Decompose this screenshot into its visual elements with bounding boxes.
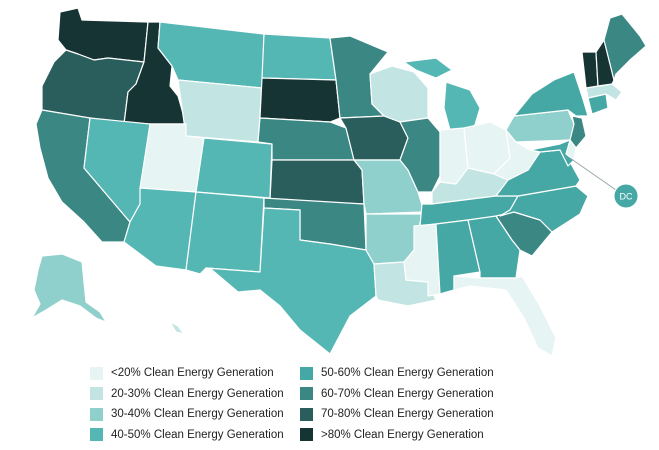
legend-item: 30-40% Clean Energy Generation [90,404,284,425]
state-MT[interactable] [157,21,265,89]
legend-swatch [90,387,103,401]
legend-label: >80% Clean Energy Generation [321,428,484,441]
legend-label: <20% Clean Energy Generation [111,367,274,380]
legend-label: 60-70% Clean Energy Generation [321,387,494,400]
state-NY[interactable] [513,71,589,117]
legend-swatch [300,407,313,421]
legend-column-right: 50-60% Clean Energy Generation 60-70% Cl… [300,363,494,445]
legend-item: 60-70% Clean Energy Generation [300,384,494,405]
state-VT[interactable] [581,51,599,89]
legend-label: 70-80% Clean Energy Generation [321,408,494,421]
legend-label: 40-50% Clean Energy Generation [111,428,284,441]
legend-item: >80% Clean Energy Generation [300,425,494,446]
state-ME[interactable] [603,13,647,81]
state-HI[interactable] [169,321,185,335]
legend-swatch [300,428,313,442]
legend-label: 20-30% Clean Energy Generation [111,387,284,400]
legend-swatch [90,366,103,380]
legend-swatch [90,407,103,421]
state-AK[interactable] [31,253,107,323]
state-KS[interactable] [269,159,365,205]
legend-item: 50-60% Clean Energy Generation [300,363,494,384]
state-NH[interactable] [595,39,615,87]
legend-item: 20-30% Clean Energy Generation [90,384,284,405]
legend-label: 50-60% Clean Energy Generation [321,367,494,380]
state-NM[interactable] [185,191,265,275]
legend-label: 30-40% Clean Energy Generation [111,408,284,421]
state-CO[interactable] [195,137,273,199]
dc-label: DC [620,192,633,202]
legend-item: 70-80% Clean Energy Generation [300,404,494,425]
legend-item: <20% Clean Energy Generation [90,363,284,384]
state-ND[interactable] [261,33,337,81]
state-MD[interactable] [529,139,575,167]
legend-swatch [90,428,103,442]
state-IL[interactable] [399,117,441,193]
legend-swatch [300,366,313,380]
legend-item: 40-50% Clean Energy Generation [90,425,284,446]
state-NC[interactable] [499,185,589,233]
dc-marker[interactable] [613,183,639,209]
state-NE[interactable] [257,117,355,161]
state-TX[interactable] [205,207,377,355]
state-FL[interactable] [453,275,557,357]
dc-leader-line [569,157,617,191]
legend-column-left: <20% Clean Energy Generation 20-30% Clea… [90,363,284,445]
state-WY[interactable] [177,79,263,143]
state-SD[interactable] [259,77,341,123]
legend-swatch [300,387,313,401]
